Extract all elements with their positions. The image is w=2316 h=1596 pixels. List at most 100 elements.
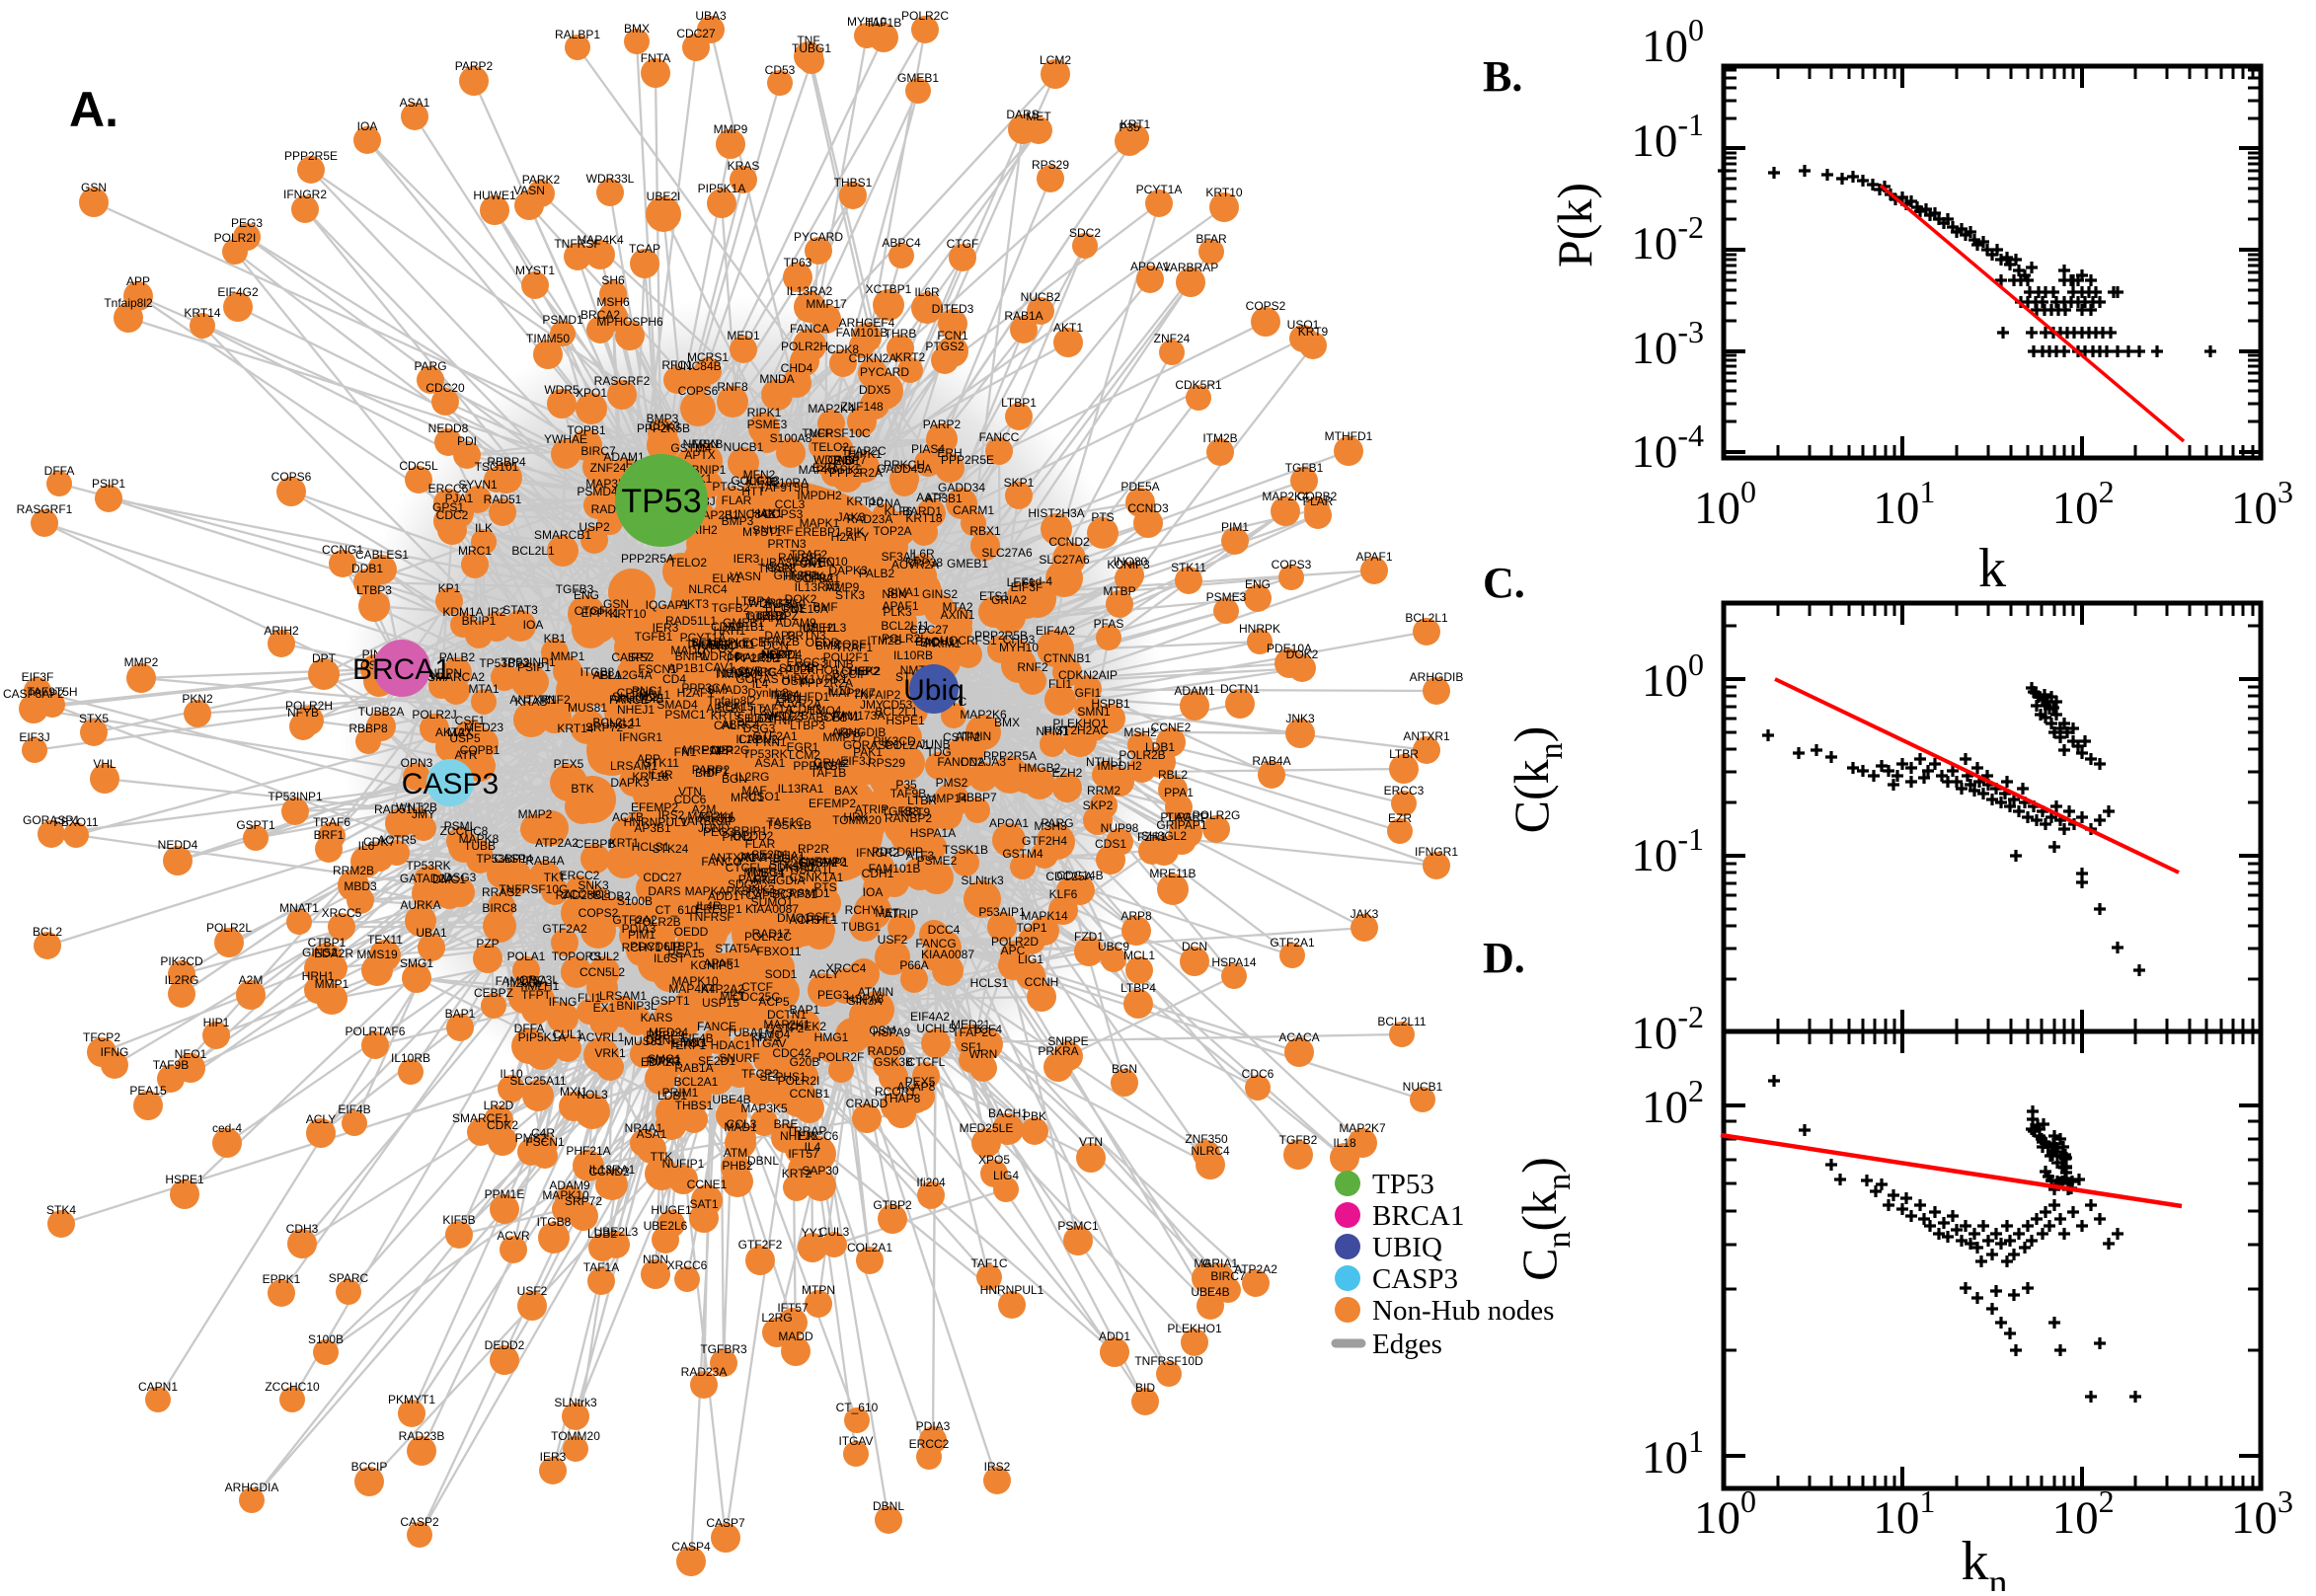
svg-text:THAP8: THAP8 [758,562,797,575]
svg-text:NHEJ1: NHEJ1 [617,703,655,717]
svg-text:LR2D: LR2D [484,1099,514,1112]
svg-text:KRT14: KRT14 [557,722,593,735]
svg-text:P53AIP1: P53AIP1 [978,905,1026,919]
svg-text:PEA15: PEA15 [667,947,705,960]
svg-text:STK24: STK24 [653,842,689,856]
svg-text:TAF9B: TAF9B [890,787,926,800]
svg-text:UBE2L3: UBE2L3 [803,621,847,635]
svg-text:PAK1: PAK1 [853,745,883,759]
svg-text:TAF1A: TAF1A [757,702,793,716]
svg-text:RRAS2: RRAS2 [482,885,521,899]
svg-text:TAF9T5H: TAF9T5H [27,685,77,699]
svg-text:GSTM4: GSTM4 [1002,847,1043,861]
svg-text:APP: APP [126,274,150,288]
svg-text:CASP2: CASP2 [400,1515,439,1529]
svg-text:TSSK1B: TSSK1B [943,843,988,857]
svg-text:C4R: C4R [531,1126,555,1140]
svg-text:GMEB1: GMEB1 [897,71,939,85]
svg-text:BID: BID [1135,1381,1155,1395]
svg-text:BAP1: BAP1 [445,1007,476,1021]
svg-text:CDK5R1: CDK5R1 [1175,378,1222,392]
svg-text:GRIPAP1: GRIPAP1 [798,856,848,870]
svg-text:ELK1: ELK1 [712,571,741,585]
svg-text:UBA3: UBA3 [695,9,727,23]
svg-text:PLK3: PLK3 [883,605,912,619]
svg-text:MAP2K4: MAP2K4 [808,402,855,416]
svg-text:HMG1: HMG1 [814,1030,849,1044]
svg-text:INO80: INO80 [1114,555,1148,569]
svg-text:KRT2: KRT2 [895,350,926,364]
svg-text:RAD23B: RAD23B [399,1429,445,1443]
svg-text:CAV1: CAV1 [705,660,735,674]
svg-text:PMS2: PMS2 [515,1131,548,1145]
svg-text:FLAR: FLAR [745,837,776,851]
svg-text:HRH1: HRH1 [714,624,746,638]
svg-text:BCL2A1: BCL2A1 [674,1075,719,1089]
svg-text:CTNNB1: CTNNB1 [1043,651,1091,665]
svg-text:CHD3: CHD3 [1003,633,1036,646]
svg-text:IL10: IL10 [500,1067,523,1081]
svg-text:IL4R: IL4R [696,899,722,913]
svg-text:TIPARP: TIPARP [1167,810,1208,824]
svg-text:ERH: ERH [937,446,962,460]
svg-text:CDC5L: CDC5L [399,459,438,473]
svg-text:AKT3: AKT3 [679,597,709,611]
svg-text:XPO5: XPO5 [978,1153,1010,1167]
svg-text:PRKRA: PRKRA [1038,1044,1078,1058]
svg-text:PIP5K1A: PIP5K1A [518,1030,567,1044]
svg-text:POU2F1: POU2F1 [823,650,870,664]
svg-text:BIRC8: BIRC8 [482,901,517,915]
svg-text:CCNE2: CCNE2 [1151,721,1192,734]
svg-text:PTS: PTS [813,880,836,894]
svg-text:SMAD3: SMAD3 [707,683,748,697]
svg-text:TP53: TP53 [621,483,701,520]
svg-text:MMP1: MMP1 [551,649,585,663]
svg-text:MMP2: MMP2 [518,807,553,821]
svg-text:HSPE1: HSPE1 [886,714,925,727]
svg-text:BRCA2: BRCA2 [580,308,620,322]
svg-text:ACP5: ACP5 [758,995,790,1009]
svg-text:VCP: VCP [810,426,834,440]
svg-text:MTHFD1: MTHFD1 [782,690,830,704]
svg-text:SLC27A6: SLC27A6 [981,546,1033,560]
svg-text:COL2A1: COL2A1 [847,1241,892,1254]
svg-text:USP15: USP15 [702,996,739,1010]
svg-text:PIK3CD: PIK3CD [160,954,203,968]
svg-text:GTBP2: GTBP2 [745,609,785,623]
svg-text:WT1: WT1 [682,1035,708,1049]
svg-text:VRK1: VRK1 [594,1046,626,1060]
svg-text:DDX5: DDX5 [859,383,890,397]
svg-text:EFEMP2: EFEMP2 [809,797,856,810]
svg-text:PDIA3: PDIA3 [916,1419,951,1433]
svg-text:POLR2F: POLR2F [818,1050,865,1064]
svg-text:PKN1: PKN1 [755,735,787,749]
svg-text:ACTB: ACTB [612,810,644,824]
svg-text:GSN: GSN [81,181,107,194]
svg-text:GRIA2: GRIA2 [813,756,849,770]
svg-text:PARP2: PARP2 [455,59,494,73]
svg-text:GRIPAP1: GRIPAP1 [1156,818,1206,832]
svg-text:RCHY1: RCHY1 [622,941,662,954]
svg-text:SMG1: SMG1 [648,1052,681,1066]
svg-text:RAD51: RAD51 [484,493,522,506]
svg-text:MED25LE: MED25LE [960,1121,1014,1135]
svg-text:SH3GL2: SH3GL2 [612,690,657,704]
svg-text:UBA1: UBA1 [416,926,447,940]
svg-text:MTBP: MTBP [1103,584,1135,598]
svg-text:LCM2: LCM2 [1040,53,1071,67]
svg-text:GSK3B: GSK3B [874,1055,913,1069]
svg-text:EZH2: EZH2 [1052,766,1083,780]
svg-text:BECN1: BECN1 [765,601,805,615]
svg-text:TP53: TP53 [1372,1169,1434,1200]
svg-text:FN1: FN1 [674,745,697,759]
svg-text:RAD50: RAD50 [868,1044,906,1058]
svg-text:EPPK1: EPPK1 [263,1272,301,1286]
svg-text:PKMYT1: PKMYT1 [388,1393,435,1406]
svg-text:JMY: JMY [412,807,435,821]
svg-text:ATMIN: ATMIN [956,729,991,743]
svg-text:BCL2L11: BCL2L11 [1377,1015,1426,1028]
svg-text:TSSK1B: TSSK1B [766,818,811,832]
svg-text:KRT1: KRT1 [1120,117,1151,131]
svg-text:WDR33L: WDR33L [586,172,635,186]
svg-text:KRAS: KRAS [515,695,548,709]
